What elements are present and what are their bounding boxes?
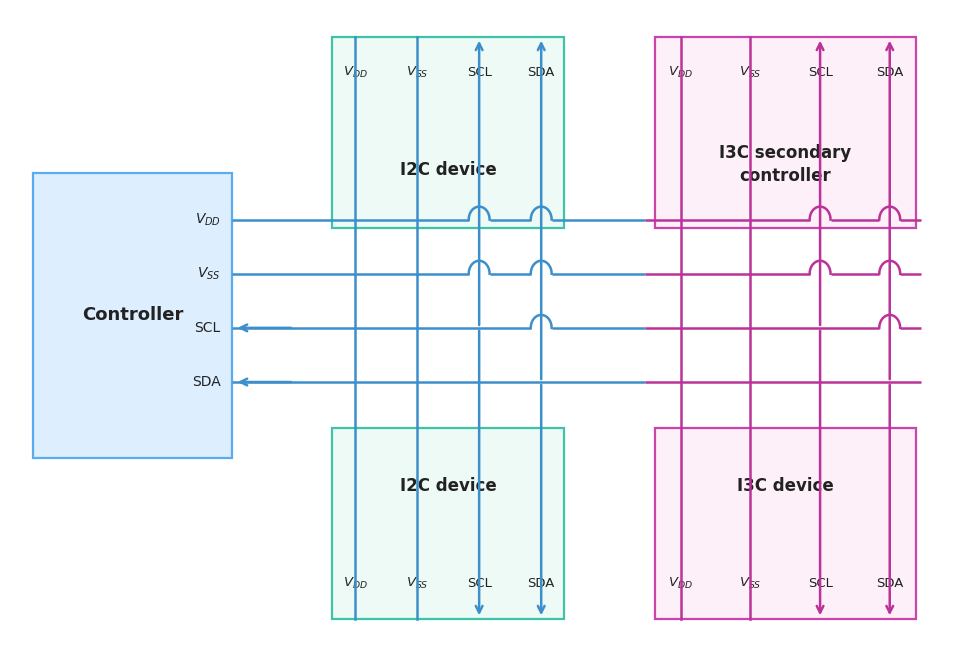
Text: I3C device: I3C device xyxy=(737,477,833,495)
Text: $V_{DD}$: $V_{DD}$ xyxy=(669,576,694,591)
Text: SDA: SDA xyxy=(192,375,220,389)
Text: $V_{DD}$: $V_{DD}$ xyxy=(343,576,368,591)
Text: I2C device: I2C device xyxy=(399,477,496,495)
Text: $V_{DD}$: $V_{DD}$ xyxy=(343,65,368,80)
Text: SCL: SCL xyxy=(467,577,491,590)
Text: $V_{SS}$: $V_{SS}$ xyxy=(406,65,428,80)
Text: SDA: SDA xyxy=(876,66,903,79)
Text: SCL: SCL xyxy=(194,321,220,335)
Text: Controller: Controller xyxy=(81,306,183,324)
Text: I3C secondary
controller: I3C secondary controller xyxy=(719,144,852,185)
FancyBboxPatch shape xyxy=(654,37,916,228)
Text: $V_{DD}$: $V_{DD}$ xyxy=(669,65,694,80)
Text: I2C device: I2C device xyxy=(399,161,496,179)
Text: SCL: SCL xyxy=(808,577,833,590)
Text: SCL: SCL xyxy=(467,66,491,79)
Text: $V_{SS}$: $V_{SS}$ xyxy=(406,576,428,591)
Text: $V_{DD}$: $V_{DD}$ xyxy=(194,211,220,228)
Text: SDA: SDA xyxy=(528,66,555,79)
FancyBboxPatch shape xyxy=(331,37,564,228)
FancyBboxPatch shape xyxy=(654,428,916,619)
Text: SDA: SDA xyxy=(528,577,555,590)
FancyBboxPatch shape xyxy=(33,173,232,457)
Text: $V_{SS}$: $V_{SS}$ xyxy=(740,65,762,80)
Text: SCL: SCL xyxy=(808,66,833,79)
Text: $V_{SS}$: $V_{SS}$ xyxy=(197,266,220,282)
Text: $V_{SS}$: $V_{SS}$ xyxy=(740,576,762,591)
FancyBboxPatch shape xyxy=(331,428,564,619)
Text: SDA: SDA xyxy=(876,577,903,590)
